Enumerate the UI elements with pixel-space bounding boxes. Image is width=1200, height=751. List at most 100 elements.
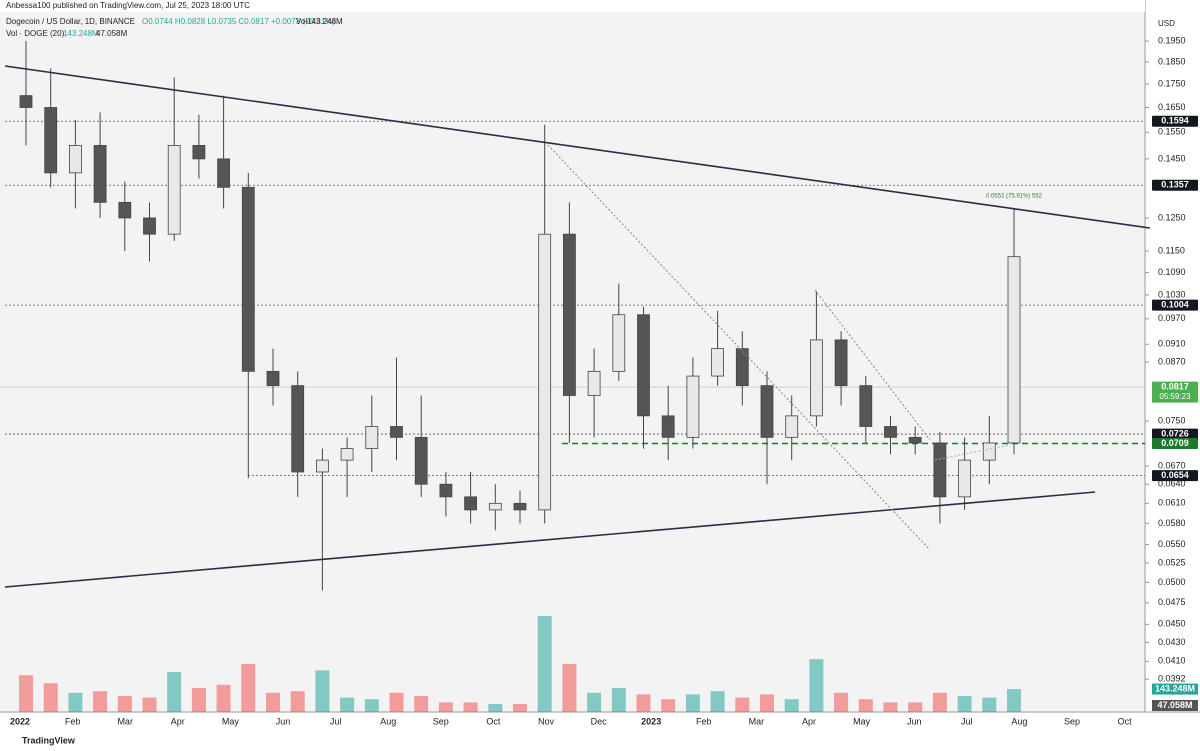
volume-bar	[93, 691, 108, 712]
y-tick-label: 0.0610	[1158, 498, 1186, 508]
x-tick-label: Sep	[433, 716, 449, 726]
level-label-box	[1152, 428, 1198, 440]
volume-bar	[463, 702, 478, 712]
trend-line	[4, 65, 1151, 229]
trend-line	[934, 444, 1011, 461]
x-tick-label: Apr	[802, 716, 816, 726]
marks	[0, 41, 1145, 712]
candle-body	[933, 442, 947, 498]
trend-line	[547, 144, 931, 551]
candle-body	[661, 415, 675, 438]
publisher-bar	[0, 0, 1145, 12]
candle-body	[167, 145, 181, 235]
volume-bar	[167, 672, 182, 712]
candle-body	[439, 483, 453, 498]
volume-bar	[1007, 689, 1021, 712]
candle-body	[340, 448, 354, 461]
y-tick-label: 0.0910	[1158, 339, 1186, 349]
y-tick-label: 0.1950	[1158, 35, 1186, 45]
x-tick-label: Oct	[486, 716, 501, 726]
volume-bar	[834, 692, 849, 712]
x-tick-label: May	[222, 716, 240, 726]
x-tick-label: Mar	[749, 716, 765, 726]
volume-bar	[932, 692, 947, 712]
candle-body	[143, 217, 156, 235]
volume-label-box	[1152, 700, 1198, 711]
symbol: Dogecoin / US Dollar, 1D, BINANCE	[6, 17, 135, 26]
countdown: 05:59:23	[1159, 392, 1191, 401]
x-tick-label: Apr	[171, 716, 185, 726]
volume-bar	[191, 688, 206, 712]
x-tick-label: Dec	[591, 716, 608, 726]
candle-body	[414, 436, 428, 485]
level-label-box	[1152, 470, 1198, 482]
candle-body	[884, 426, 897, 438]
volume-bar	[142, 697, 157, 712]
candle-body	[266, 370, 280, 387]
last-price-box	[1152, 381, 1198, 403]
volume-bar	[908, 702, 923, 712]
level-label: 0.0709	[1161, 438, 1189, 448]
y-tick-label: 0.1850	[1158, 56, 1186, 66]
indicator-value: 47.058M	[96, 29, 127, 38]
x-tick-label: Aug	[1011, 716, 1027, 726]
volume-bar	[488, 704, 503, 712]
candle-body	[241, 186, 255, 372]
volume-bar	[216, 684, 231, 712]
candle-body	[859, 385, 873, 427]
x-tick-label: Jun	[907, 716, 922, 726]
y-tick-label: 0.0750	[1158, 416, 1186, 426]
candle-body	[686, 375, 700, 438]
level-label: 0.0726	[1161, 428, 1189, 438]
candle-body	[735, 348, 749, 387]
level-label-box	[1152, 438, 1198, 450]
candle-body	[365, 426, 379, 449]
volume-bar	[661, 699, 676, 712]
volume-bar	[340, 697, 355, 712]
y-tick-label: 0.1450	[1158, 153, 1186, 163]
candle-body	[217, 158, 231, 188]
trend-line	[4, 491, 1096, 588]
measure-annotation: 0.0552 (75.91%) 552	[986, 194, 1043, 200]
ohlc: O0.0744 H0.0828 L0.0735 C0.0817 +0.0073 …	[142, 17, 335, 26]
volume-bar	[241, 664, 256, 712]
y-tick-label: 0.0580	[1158, 518, 1186, 528]
x-tick-label: Aug	[380, 716, 396, 726]
x-tick-label: 2022	[10, 716, 30, 726]
y-tick-label: 0.1550	[1158, 127, 1186, 137]
y-tick-label: 0.0640	[1158, 479, 1186, 489]
candle-body	[513, 502, 527, 511]
candle-body	[390, 426, 403, 438]
candle-body	[19, 95, 33, 108]
candle-body	[1007, 256, 1021, 444]
volume-bar	[883, 702, 898, 712]
x-tick-label: Mar	[117, 716, 133, 726]
volume-label: 47.058M	[1157, 700, 1192, 710]
candle-body	[637, 314, 650, 417]
y-tick-label: 0.0475	[1158, 597, 1186, 607]
volume-bar	[315, 670, 330, 712]
y-tick-label: 0.0970	[1158, 313, 1186, 323]
footer-logo: TradingView	[22, 735, 76, 745]
volume-bar	[290, 691, 305, 712]
candle-body	[464, 496, 478, 511]
candle-body	[563, 233, 576, 396]
y-tick-label: 0.0430	[1158, 637, 1186, 647]
candle-body	[587, 370, 601, 396]
volume-bar	[710, 691, 725, 712]
volume-bar	[389, 692, 404, 712]
volume-bar	[587, 692, 602, 712]
candle-body	[908, 436, 922, 444]
level-label: 0.1357	[1161, 180, 1189, 190]
candle-body	[118, 201, 132, 219]
candle-body	[93, 145, 107, 203]
candle-body	[982, 442, 996, 461]
currency: USD	[1158, 19, 1175, 28]
last-price-label: 0.0817	[1161, 381, 1189, 391]
x-tick-label: Sep	[1064, 716, 1080, 726]
candle-body	[810, 339, 823, 417]
candle-body	[958, 459, 971, 498]
volume-bar	[364, 699, 379, 712]
y-tick-label: 0.1150	[1158, 245, 1185, 255]
